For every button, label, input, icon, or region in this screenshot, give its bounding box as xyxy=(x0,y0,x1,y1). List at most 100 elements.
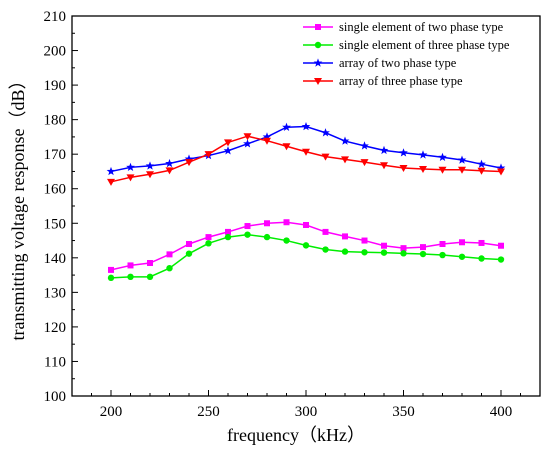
legend-swatch-marker xyxy=(315,24,321,30)
legend-label: array of two phase type xyxy=(339,56,457,70)
data-point xyxy=(165,167,174,175)
data-point xyxy=(419,166,427,174)
data-point xyxy=(108,266,114,273)
data-point xyxy=(263,137,271,145)
data-point xyxy=(185,250,193,257)
data-point xyxy=(478,239,485,246)
data-point xyxy=(165,158,174,168)
data-point xyxy=(439,251,446,259)
legend: single element of two phase type single e… xyxy=(303,20,510,88)
legend-label: array of three phase type xyxy=(339,74,463,88)
y-tick-label: 180 xyxy=(44,113,67,129)
y-tick-label: 120 xyxy=(44,320,67,336)
data-point xyxy=(302,242,310,249)
plot-frame xyxy=(71,15,541,397)
data-point xyxy=(360,159,369,167)
data-point xyxy=(457,155,467,164)
data-point xyxy=(107,178,115,186)
data-point xyxy=(205,234,212,241)
data-point xyxy=(498,242,504,249)
data-point xyxy=(341,156,349,164)
data-point xyxy=(282,143,291,151)
data-point xyxy=(225,228,231,235)
legend-swatch-marker xyxy=(314,78,322,85)
data-point xyxy=(146,171,154,179)
data-point xyxy=(106,166,116,176)
series-2 xyxy=(106,121,506,176)
data-point xyxy=(282,122,291,131)
data-point xyxy=(360,141,369,150)
series-0 xyxy=(108,219,504,273)
data-point xyxy=(361,237,368,244)
data-point xyxy=(184,154,194,163)
data-point xyxy=(147,260,153,266)
data-point xyxy=(438,152,447,162)
y-tick-label: 170 xyxy=(44,147,67,163)
data-point xyxy=(400,245,407,252)
data-point xyxy=(264,220,270,227)
data-point xyxy=(459,239,465,246)
y-tick-label: 140 xyxy=(44,251,67,267)
data-point xyxy=(439,241,446,247)
data-point xyxy=(127,262,134,269)
x-tick-label: 350 xyxy=(392,404,415,420)
data-point xyxy=(497,168,505,176)
data-point xyxy=(321,128,330,137)
y-tick-label: 160 xyxy=(44,182,67,198)
data-point xyxy=(419,250,427,258)
y-tick-label: 210 xyxy=(44,9,67,25)
data-point xyxy=(458,253,466,260)
data-point xyxy=(497,256,505,263)
data-point xyxy=(342,233,348,240)
data-point xyxy=(204,151,213,159)
data-point xyxy=(379,145,389,155)
legend-swatch-marker xyxy=(314,41,322,49)
data-point xyxy=(361,249,368,256)
data-point xyxy=(262,132,272,141)
x-tick-label: 250 xyxy=(197,404,220,420)
series-1 xyxy=(107,231,505,282)
data-point xyxy=(381,242,387,249)
data-point xyxy=(145,161,155,170)
y-tick-label: 190 xyxy=(44,78,67,94)
data-point xyxy=(224,233,232,241)
x-axis-title: frequency（kHz） xyxy=(227,425,365,445)
data-point xyxy=(146,273,154,281)
data-point xyxy=(496,163,506,172)
data-point xyxy=(166,264,173,272)
data-point xyxy=(400,250,407,257)
data-point xyxy=(205,240,212,247)
x-tick-label: 400 xyxy=(490,404,513,420)
data-point xyxy=(283,237,290,244)
data-point xyxy=(186,241,192,247)
y-axis-title: transmitting voltage response（dB） xyxy=(8,72,28,341)
data-point xyxy=(223,146,233,155)
data-point xyxy=(478,255,485,262)
x-tick-label: 300 xyxy=(295,404,318,420)
data-point xyxy=(322,246,329,253)
data-point xyxy=(380,249,388,256)
y-tick-label: 100 xyxy=(44,389,67,405)
data-point xyxy=(244,231,251,238)
data-point xyxy=(283,219,290,226)
data-point xyxy=(477,167,486,175)
data-point xyxy=(399,165,408,172)
data-point xyxy=(185,159,193,167)
data-point xyxy=(263,233,271,241)
data-point xyxy=(243,139,252,148)
data-point xyxy=(107,274,115,282)
y-tick-label: 150 xyxy=(44,216,67,232)
y-tick-label: 110 xyxy=(44,354,66,370)
data-point xyxy=(420,244,426,251)
data-point xyxy=(126,174,135,182)
data-point xyxy=(243,133,252,141)
data-point xyxy=(341,248,349,255)
data-point xyxy=(322,228,329,235)
y-tick-label: 200 xyxy=(44,44,67,60)
legend-label: single element of three phase type xyxy=(339,38,510,52)
data-point xyxy=(166,251,173,258)
data-point xyxy=(126,162,135,172)
data-point xyxy=(301,121,311,131)
x-tick-label: 200 xyxy=(100,404,123,420)
